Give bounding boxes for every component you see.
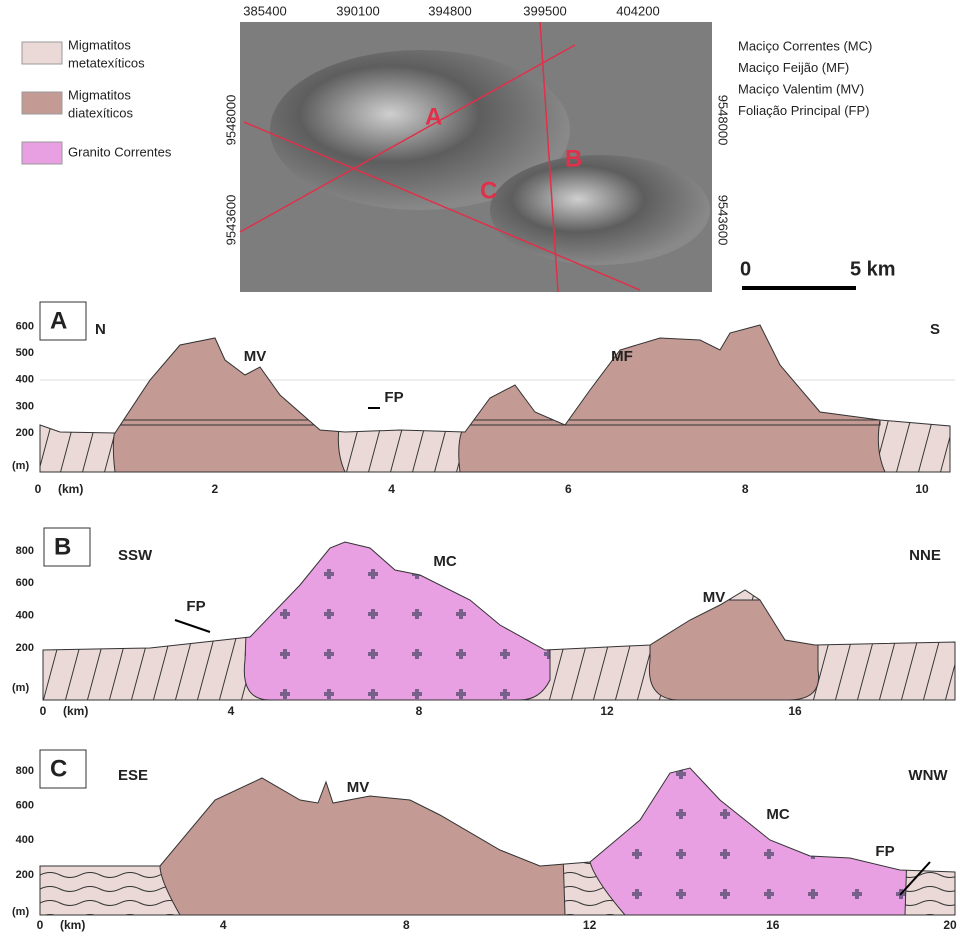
profile-label: B [565,145,582,172]
x-tick-label: 0 [40,704,47,718]
map-tick: 9543600 [716,195,731,246]
legend-label: Granito Correntes [68,144,172,159]
x-tick-label: 4 [228,704,235,718]
foliation-symbol [175,620,210,632]
x-tick-label: 20 [943,918,957,932]
y-tick-label: 400 [16,834,34,846]
x-tick-label: 16 [766,918,780,932]
feature-label: MF [611,348,633,365]
section-letter: B [54,533,71,560]
direction: S [930,321,940,338]
x-tick-label: 0 [35,482,42,496]
x-tick-label: 4 [388,482,395,496]
map-tick: 385400 [243,3,286,18]
x-unit: (km) [58,482,83,496]
y-tick-label: 200 [16,427,34,439]
feature-label: MV [244,348,267,365]
y-unit: (m) [12,906,29,918]
legend-swatch [22,142,62,164]
x-tick-label: 6 [565,482,572,496]
x-tick-label: 8 [742,482,749,496]
map-tick: 390100 [336,3,379,18]
y-unit: (m) [12,682,29,694]
section-letter: C [50,755,67,782]
y-tick-label: 400 [16,610,34,622]
legend-label: diatexíticos [68,105,134,120]
x-tick-label: 2 [211,482,218,496]
profile-label: C [480,177,497,204]
x-tick-label: 0 [37,918,44,932]
x-tick-label: 12 [600,704,614,718]
relief [490,155,710,265]
y-tick-label: 600 [16,577,34,589]
x-unit: (km) [63,704,88,718]
map-tick: 399500 [523,3,566,18]
feature-label: FP [875,843,894,860]
feature-label: MC [766,806,789,823]
legend-swatch [22,92,62,114]
scale-label: 5 km [850,258,896,280]
y-tick-label: 600 [16,800,34,812]
y-tick-label: 800 [16,765,34,777]
map-tick: 394800 [428,3,471,18]
x-tick-label: 4 [220,918,227,932]
abbreviation: Maciço Feijão (MF) [738,60,849,75]
abbreviation: Maciço Correntes (MC) [738,38,872,53]
direction: N [95,321,106,338]
map-tick: 9543600 [223,195,238,246]
feature-label: MV [347,779,370,796]
section-a [30,300,960,480]
y-tick-label: 200 [16,642,34,654]
feature-label: FP [384,389,403,406]
legend-label: Migmatitos [68,37,131,52]
section-letter: A [50,307,67,334]
direction: NNE [909,547,941,564]
abbreviation: Foliação Principal (FP) [738,103,870,118]
x-unit: (km) [60,918,85,932]
x-tick-label: 8 [416,704,423,718]
x-tick-label: 10 [915,482,929,496]
feature-label: FP [186,598,205,615]
map-tick: 404200 [616,3,659,18]
legend-swatch [22,42,62,64]
direction: SSW [118,547,153,564]
x-tick-label: 16 [788,704,802,718]
y-tick-label: 800 [16,545,34,557]
y-tick-label: 600 [16,321,34,333]
feature-label: MV [703,589,726,606]
y-tick-label: 400 [16,374,34,386]
direction: ESE [118,767,148,784]
legend-label: metatexíticos [68,55,145,70]
y-unit: (m) [12,460,29,472]
figure: Migmatitos metatexíticos Migmatitos diatexí… [0,0,960,940]
map-tick: 9548000 [716,95,731,146]
scale-label: 0 [740,258,751,280]
x-tick-label: 12 [583,918,597,932]
direction: WNW [908,767,948,784]
abbreviation: Maciço Valentim (MV) [738,81,864,96]
profile-label: A [425,103,442,130]
legend-label: Migmatitos [68,87,131,102]
y-tick-label: 300 [16,400,34,412]
y-tick-label: 500 [16,347,34,359]
map-tick: 9548000 [223,95,238,146]
x-tick-label: 8 [403,918,410,932]
feature-label: MC [433,553,456,570]
y-tick-label: 200 [16,869,34,881]
